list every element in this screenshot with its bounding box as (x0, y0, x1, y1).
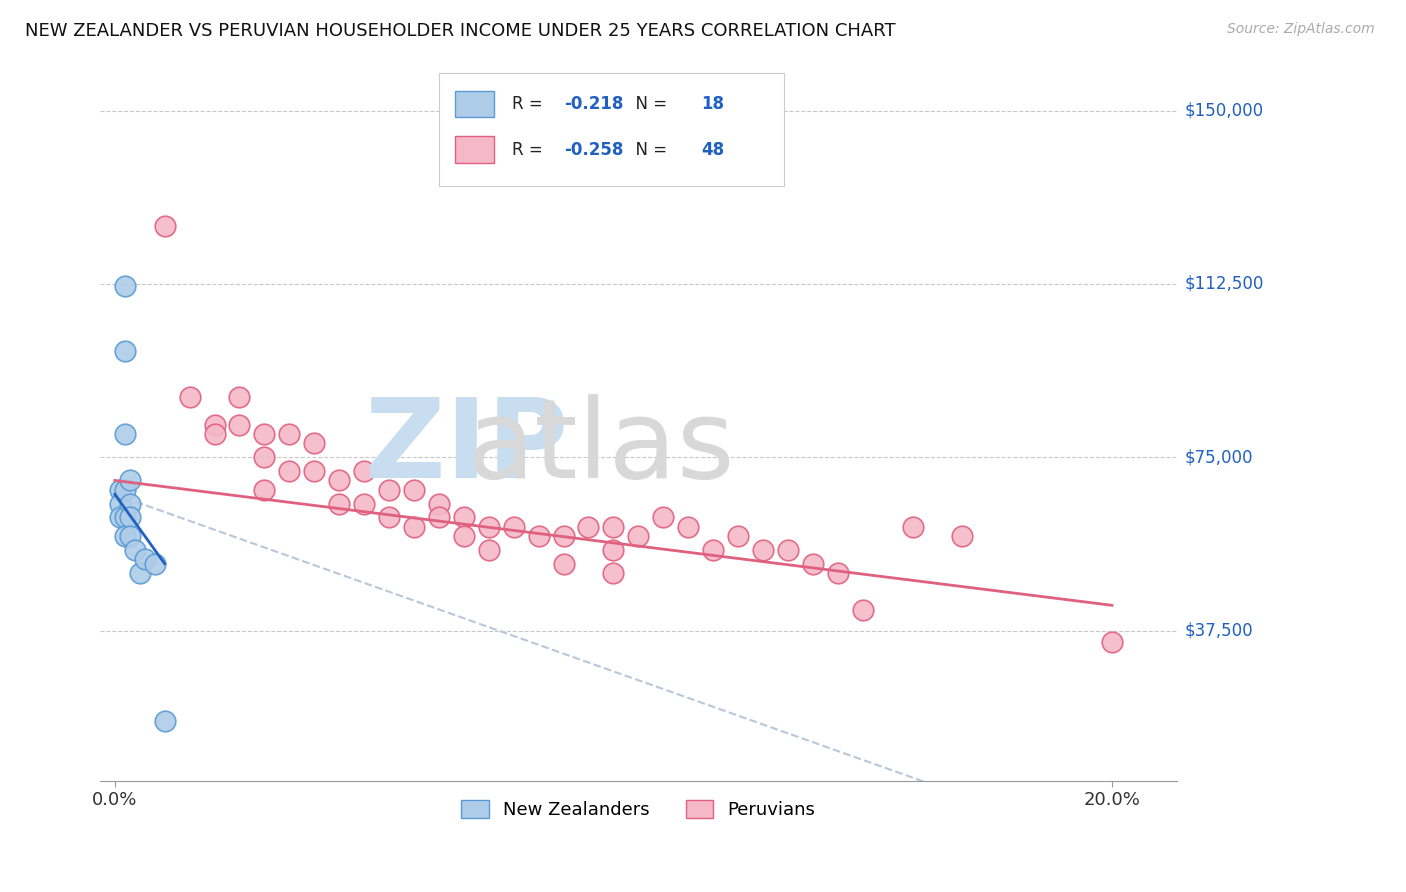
Point (727, 529, 749, 543)
Point (228, 417, 250, 432)
Point (1101, 635, 1123, 649)
Point (108, 510, 131, 524)
Text: N =: N = (626, 141, 672, 159)
Point (502, 519, 524, 533)
Point (204, 427, 226, 442)
Point (114, 483, 136, 497)
Point (328, 497, 350, 511)
Point (153, 219, 176, 234)
Text: $112,500: $112,500 (1185, 275, 1264, 293)
Point (901, 519, 924, 533)
Point (179, 390, 201, 404)
Point (228, 390, 250, 404)
Point (304, 464, 326, 478)
Point (204, 417, 226, 432)
Point (253, 483, 276, 497)
Point (118, 497, 141, 511)
Point (676, 519, 699, 533)
Point (402, 483, 425, 497)
Point (652, 510, 675, 524)
Point (702, 542, 724, 557)
Point (114, 344, 136, 359)
Point (553, 557, 575, 571)
Point (378, 483, 401, 497)
Text: ZIP: ZIP (366, 393, 568, 500)
FancyBboxPatch shape (456, 91, 494, 117)
Point (427, 497, 450, 511)
Text: $37,500: $37,500 (1185, 622, 1254, 640)
Point (118, 529, 141, 543)
Point (114, 529, 136, 543)
Point (328, 474, 350, 488)
Point (124, 542, 146, 557)
Text: Source: ZipAtlas.com: Source: ZipAtlas.com (1227, 22, 1375, 37)
Legend: New Zealanders, Peruvians: New Zealanders, Peruvians (454, 793, 823, 826)
Text: N =: N = (626, 95, 672, 112)
FancyBboxPatch shape (439, 73, 783, 186)
Point (114, 427, 136, 442)
Point (553, 529, 575, 543)
Point (304, 436, 326, 450)
Point (453, 510, 475, 524)
Point (253, 427, 276, 442)
Point (478, 542, 501, 557)
Point (278, 427, 301, 442)
Point (108, 483, 131, 497)
Point (114, 279, 136, 293)
Point (402, 519, 425, 533)
Point (527, 529, 550, 543)
Text: 48: 48 (700, 141, 724, 159)
Text: -0.258: -0.258 (564, 141, 623, 159)
Point (602, 542, 624, 557)
Text: 18: 18 (700, 95, 724, 112)
Point (627, 529, 650, 543)
Point (602, 566, 624, 580)
Point (453, 529, 475, 543)
Point (153, 714, 176, 728)
Text: R =: R = (512, 141, 548, 159)
Point (118, 474, 141, 488)
Point (134, 552, 156, 566)
Point (108, 497, 131, 511)
Text: atlas: atlas (467, 393, 735, 500)
Point (253, 450, 276, 465)
Point (776, 542, 799, 557)
Point (752, 542, 775, 557)
Point (353, 497, 375, 511)
Text: -0.218: -0.218 (564, 95, 623, 112)
Point (118, 510, 141, 524)
Text: $75,000: $75,000 (1185, 449, 1254, 467)
Point (378, 510, 401, 524)
Text: $150,000: $150,000 (1185, 102, 1264, 120)
Point (427, 510, 450, 524)
Point (801, 557, 824, 571)
Point (950, 529, 973, 543)
Point (578, 519, 600, 533)
Point (827, 566, 849, 580)
Point (278, 464, 301, 478)
Point (852, 603, 875, 617)
Text: R =: R = (512, 95, 548, 112)
Point (143, 557, 166, 571)
FancyBboxPatch shape (456, 136, 494, 162)
Point (478, 519, 501, 533)
Point (602, 519, 624, 533)
Point (114, 510, 136, 524)
Point (353, 464, 375, 478)
Point (128, 566, 150, 580)
Text: NEW ZEALANDER VS PERUVIAN HOUSEHOLDER INCOME UNDER 25 YEARS CORRELATION CHART: NEW ZEALANDER VS PERUVIAN HOUSEHOLDER IN… (25, 22, 896, 40)
